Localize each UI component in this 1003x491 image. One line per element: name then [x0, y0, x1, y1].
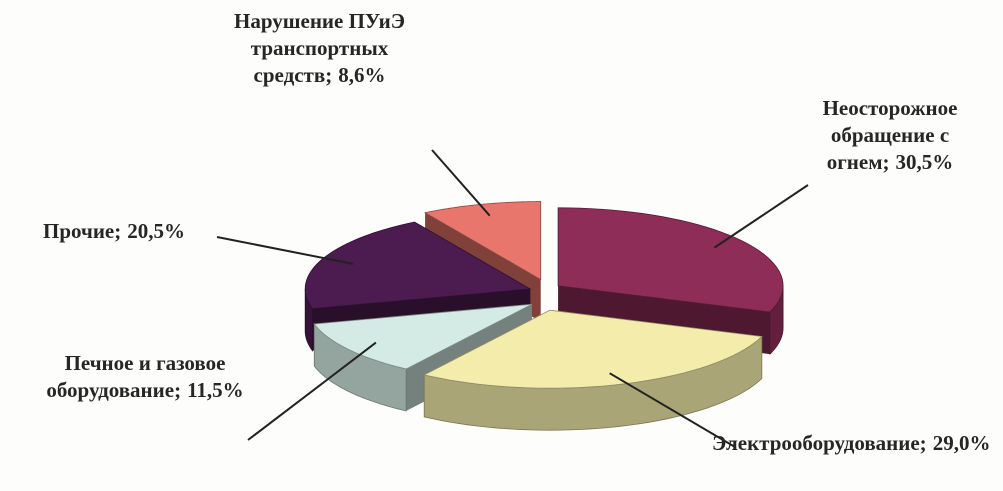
- category-label: Печное и газовое оборудование;: [46, 351, 226, 402]
- leader-line: [609, 372, 736, 448]
- value-label: 20,5%: [127, 219, 185, 243]
- category-label: Неосторожное обращение с огнем;: [822, 96, 958, 174]
- data-label: Электрооборудование; 29,0%: [712, 430, 990, 457]
- slice-top: [304, 221, 532, 310]
- slice: [423, 309, 763, 431]
- category-label: Прочие;: [43, 219, 122, 243]
- value-label: 11,5%: [187, 378, 244, 402]
- data-label: Нарушение ПУиЭ транспортных средств; 8,6%: [212, 8, 427, 89]
- category-label: Нарушение ПУиЭ транспортных средств;: [234, 9, 405, 87]
- leader-line: [431, 149, 491, 217]
- slice-top: [423, 309, 763, 389]
- value-label: 8,6%: [338, 63, 386, 87]
- slice-top: [557, 207, 784, 313]
- category-label: Электрооборудование;: [712, 431, 927, 455]
- leader-line: [247, 341, 377, 441]
- value-label: 29,0%: [932, 431, 991, 455]
- leader-line: [216, 236, 354, 265]
- data-label: Печное и газовое оборудование; 11,5%: [40, 350, 250, 404]
- data-label: Прочие; 20,5%: [8, 218, 220, 245]
- value-label: 30,5%: [895, 150, 954, 174]
- leader-line: [713, 184, 809, 249]
- slice-top: [313, 303, 533, 370]
- data-label: Неосторожное обращение с огнем; 30,5%: [790, 95, 990, 176]
